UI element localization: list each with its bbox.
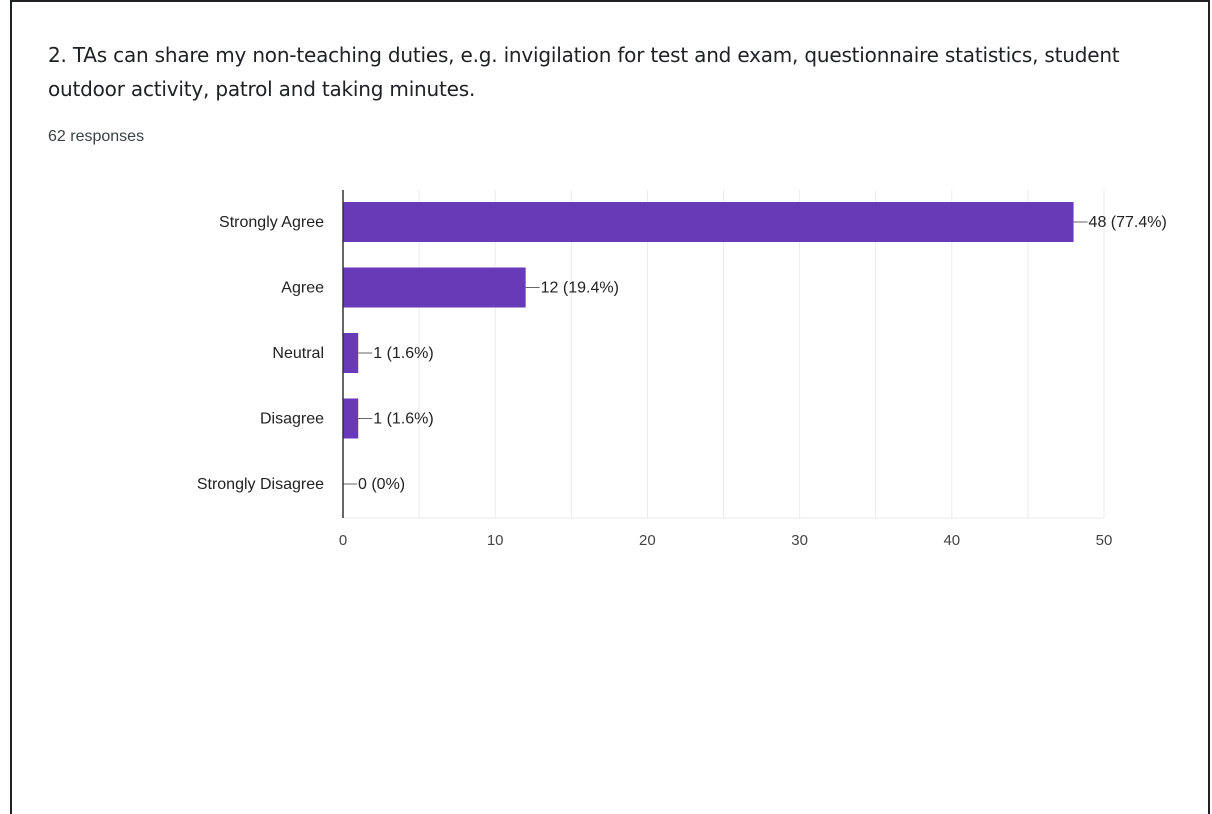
bar-chart: 0 10 20 30 40 50 Strongly Agree 48 (77.4%) Agree… bbox=[197, 190, 1167, 549]
category-label: Strongly Agree bbox=[219, 214, 324, 231]
data-label: 0 (0%) bbox=[358, 476, 405, 493]
x-tick-label: 10 bbox=[487, 532, 504, 549]
data-label: 1 (1.6%) bbox=[373, 345, 433, 362]
question-title: 2. TAs can share my non-teaching duties,… bbox=[48, 43, 1120, 101]
x-tick-label: 50 bbox=[1096, 532, 1113, 549]
data-label: 1 (1.6%) bbox=[373, 411, 433, 428]
x-tick-label: 20 bbox=[639, 532, 656, 549]
category-label: Strongly Disagree bbox=[197, 476, 324, 493]
bar bbox=[343, 398, 359, 439]
bar bbox=[343, 202, 1074, 242]
category-label: Neutral bbox=[272, 345, 324, 362]
data-label: 48 (77.4%) bbox=[1089, 214, 1167, 231]
bar bbox=[343, 333, 359, 373]
category-label: Agree bbox=[281, 280, 324, 297]
data-label: 12 (19.4%) bbox=[541, 280, 619, 297]
bar bbox=[343, 267, 526, 308]
response-count: 62 responses bbox=[48, 128, 145, 145]
question-card: 2. TAs can share my non-teaching duties,… bbox=[10, 0, 1210, 814]
x-tick-label: 0 bbox=[339, 532, 347, 549]
x-tick-label: 30 bbox=[791, 532, 808, 549]
x-tick-label: 40 bbox=[943, 532, 960, 549]
category-label: Disagree bbox=[260, 411, 324, 428]
